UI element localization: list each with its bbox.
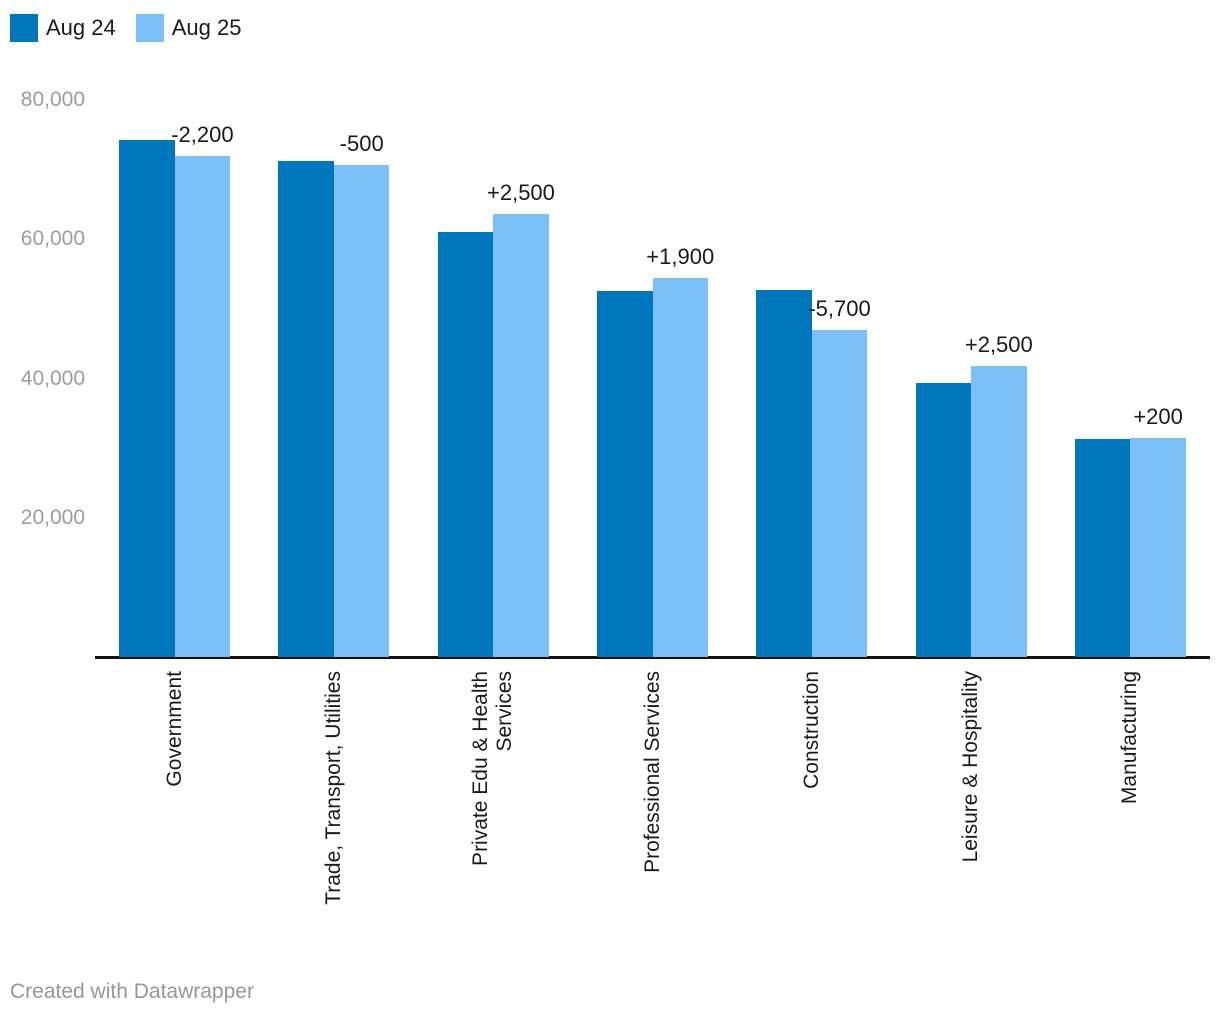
legend: Aug 24 Aug 25	[10, 14, 241, 42]
diff-label-professional-services: +1,900	[646, 243, 715, 269]
x-axis-line	[95, 656, 1210, 659]
legend-item-aug24: Aug 24	[10, 14, 116, 42]
bar-aug-24-manufacturing	[1074, 439, 1131, 657]
legend-label-aug24: Aug 24	[46, 15, 116, 40]
bar-aug-25-professional-services	[652, 277, 708, 657]
category-label-trade-transport-utilities: Trade, Transport, Utilities	[321, 671, 345, 905]
diff-label-trade-transport-utilities: -500	[339, 130, 384, 156]
category-label-construction: Construction	[799, 671, 823, 789]
legend-item-aug25: Aug 25	[135, 14, 242, 42]
bar-aug-24-government	[119, 140, 175, 657]
category-label-government: Government	[162, 671, 186, 787]
category-label-manufacturing: Manufacturing	[1118, 671, 1142, 805]
y-axis-tick-label: 80,000	[20, 88, 85, 111]
y-axis-tick-label: 60,000	[20, 227, 85, 251]
diff-label-government: -2,200	[171, 121, 234, 147]
category-label-private-edu-health-services: Private Edu & Health Services	[469, 671, 517, 866]
y-axis-tick-label: 40,000	[20, 366, 85, 390]
bar-aug-24-private-edu-health-services	[437, 231, 494, 657]
bar-aug-25-construction	[811, 329, 868, 657]
diff-label-private-edu-health-services: +2,500	[487, 180, 555, 206]
bar-aug-25-trade-transport-utilities	[333, 164, 390, 657]
bar-aug-25-leisure-hospitality	[971, 365, 1027, 657]
category-label-professional-services: Professional Services	[640, 671, 664, 873]
y-axis-tick-label: 20,000	[20, 505, 85, 529]
legend-label-aug25: Aug 25	[171, 15, 242, 40]
bar-aug-25-manufacturing	[1130, 437, 1186, 657]
bar-aug-24-leisure-hospitality	[915, 383, 972, 657]
category-label-leisure-hospitality: Leisure & Hospitality	[959, 671, 983, 863]
bar-aug-24-trade-transport-utilities	[278, 161, 334, 657]
bar-aug-25-private-edu-health-services	[493, 214, 549, 657]
bar-aug-25-government	[174, 155, 231, 657]
bar-aug-24-professional-services	[597, 290, 653, 657]
legend-swatch-aug25	[135, 14, 164, 42]
legend-swatch-aug24	[10, 14, 38, 42]
credit-line: Created with Datawrapper	[10, 980, 254, 1003]
diff-label-leisure-hospitality: +2,500	[964, 331, 1033, 357]
diff-label-manufacturing: +200	[1133, 403, 1183, 429]
diff-label-construction: -5,700	[808, 295, 871, 321]
bar-aug-24-construction	[756, 290, 812, 657]
